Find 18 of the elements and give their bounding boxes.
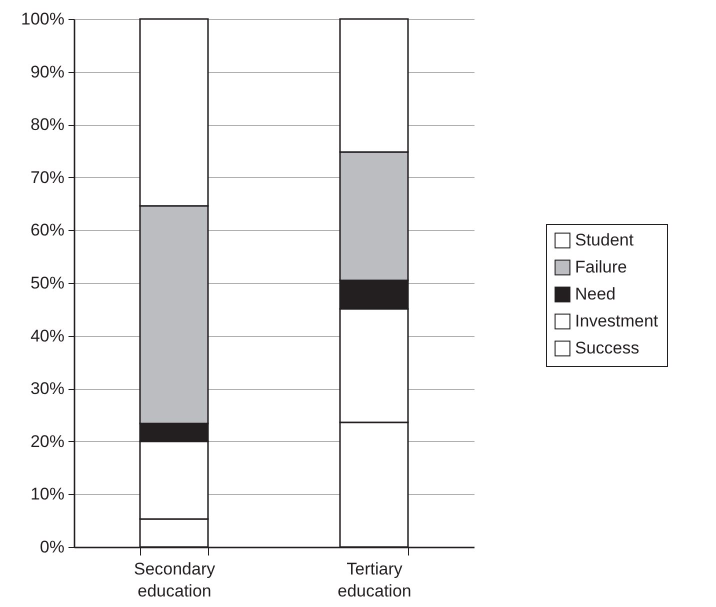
y-tick-label: 40% bbox=[30, 326, 64, 346]
x-tick-label: Secondary education bbox=[134, 560, 216, 600]
y-tick-label: 50% bbox=[30, 274, 64, 292]
y-tick-label: 20% bbox=[30, 432, 64, 451]
y-tick-label: 0% bbox=[40, 538, 64, 556]
y-tick-label: 80% bbox=[30, 115, 64, 134]
y-tick-label: 30% bbox=[30, 379, 64, 398]
y-tick-label: 100% bbox=[21, 10, 64, 28]
legend-label: Need bbox=[575, 284, 616, 304]
legend-label: Success bbox=[575, 338, 640, 358]
y-tick-label: 60% bbox=[30, 220, 64, 240]
legend-label: Investment bbox=[575, 312, 658, 330]
y-tick-label: 10% bbox=[30, 484, 64, 504]
legend-label: Student bbox=[575, 230, 634, 250]
y-tick-label: 70% bbox=[30, 168, 64, 187]
x-tick-label: Tertiary education bbox=[338, 560, 412, 600]
legend-label: Failure bbox=[575, 258, 627, 276]
y-tick-label: 90% bbox=[30, 62, 64, 82]
